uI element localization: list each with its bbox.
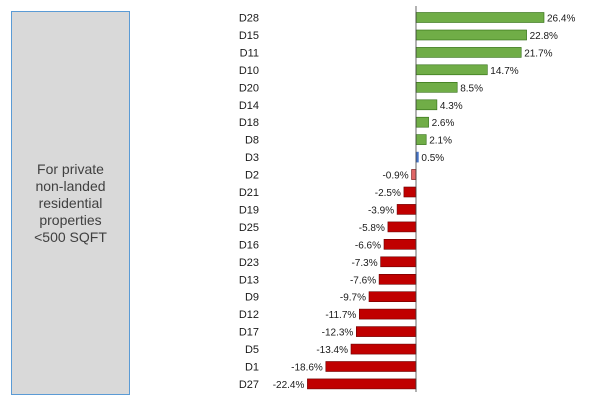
value-label-d5: -13.4% — [316, 345, 348, 356]
category-label-d21: D21 — [239, 187, 259, 199]
bar-d21 — [403, 186, 417, 198]
category-label-d8: D8 — [245, 135, 259, 147]
value-label-d20: 8.5% — [460, 83, 483, 94]
category-label-d1: D1 — [245, 362, 259, 374]
category-label-d10: D10 — [239, 65, 259, 77]
value-label-d3: 0.5% — [421, 153, 444, 164]
category-label-d17: D17 — [239, 327, 259, 339]
bar-d17 — [355, 326, 417, 337]
bar-d10 — [415, 64, 488, 76]
category-label-d11: D11 — [240, 47, 259, 59]
category-label-d27: D27 — [239, 379, 259, 391]
bar-d11 — [415, 47, 522, 58]
bar-d1 — [325, 361, 417, 372]
category-label-d16: D16 — [239, 239, 259, 251]
value-label-d1: -18.6% — [291, 363, 323, 374]
category-label-d14: D14 — [239, 100, 259, 112]
bar-d19 — [396, 204, 417, 215]
value-label-d10: 14.7% — [490, 66, 518, 77]
category-label-d2: D2 — [245, 170, 259, 182]
value-label-d11: 21.7% — [524, 48, 552, 59]
value-label-d9: -9.7% — [340, 293, 366, 304]
bar-d16 — [383, 239, 417, 250]
value-label-d27: -22.4% — [273, 380, 305, 391]
category-label-d9: D9 — [245, 292, 259, 304]
bar-d5 — [350, 343, 417, 355]
bar-d13 — [378, 273, 417, 285]
value-label-d18: 2.6% — [432, 118, 455, 129]
bar-d14 — [415, 99, 438, 111]
category-label-d3: D3 — [245, 152, 259, 164]
bar-d15 — [415, 29, 527, 41]
category-label-d19: D19 — [239, 204, 259, 216]
value-label-d8: 2.1% — [429, 136, 452, 147]
value-label-d25: -5.8% — [359, 223, 385, 234]
category-label-d23: D23 — [239, 257, 259, 269]
bar-d12 — [358, 308, 417, 320]
value-label-d12: -11.7% — [325, 310, 356, 321]
bar-d20 — [415, 82, 458, 93]
category-label-d28: D28 — [239, 13, 259, 25]
side-note-text: For private non-landed residential prope… — [34, 160, 107, 245]
category-label-d15: D15 — [239, 30, 259, 42]
bar-d9 — [368, 291, 417, 303]
category-label-d12: D12 — [239, 309, 259, 321]
bar-d18 — [415, 116, 429, 128]
value-label-d19: -3.9% — [368, 205, 394, 216]
bar-d28 — [415, 12, 545, 23]
value-label-d15: 22.8% — [530, 31, 558, 42]
bar-d23 — [380, 256, 417, 268]
value-label-d13: -7.6% — [350, 275, 376, 286]
bar-d25 — [387, 221, 417, 233]
value-label-d14: 4.3% — [440, 101, 463, 112]
category-label-d18: D18 — [239, 117, 259, 129]
category-label-d5: D5 — [245, 344, 259, 356]
bar-d27 — [307, 378, 417, 390]
bar-d8 — [415, 134, 427, 145]
value-label-d21: -2.5% — [375, 188, 401, 199]
value-label-d23: -7.3% — [351, 258, 377, 269]
value-label-d28: 26.4% — [547, 14, 575, 25]
value-label-d16: -6.6% — [355, 240, 381, 251]
category-label-d20: D20 — [239, 82, 259, 94]
bar-d2 — [411, 169, 417, 180]
side-note-box: For private non-landed residential prope… — [11, 11, 130, 395]
value-label-d2: -0.9% — [382, 171, 408, 182]
value-label-d17: -12.3% — [322, 328, 354, 339]
category-label-d25: D25 — [239, 222, 259, 234]
category-label-d13: D13 — [239, 274, 259, 286]
